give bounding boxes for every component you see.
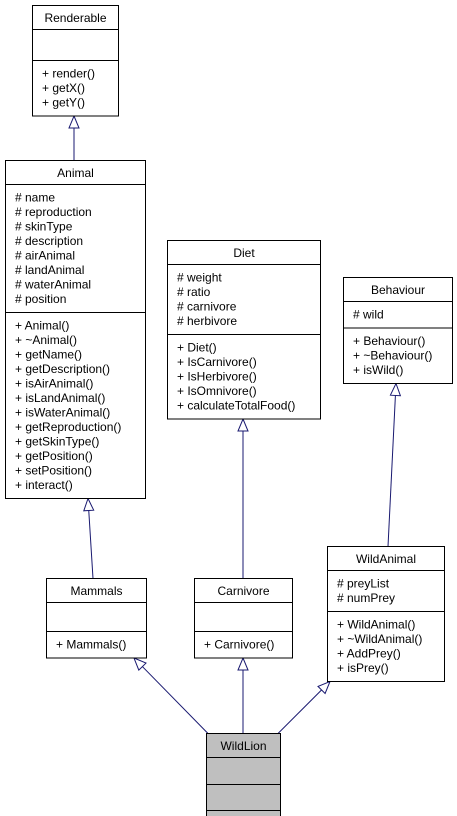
method-item: + Animal() (15, 319, 69, 333)
class-name: Carnivore (217, 584, 269, 598)
class-name: Behaviour (371, 283, 425, 297)
class-name: Renderable (44, 11, 106, 25)
method-item: + getSkinType() (15, 435, 99, 449)
method-item: + IsOmnivore() (177, 384, 257, 398)
class-wildanimal[interactable]: WildAnimal # preyList# numPrey + WildAnima… (327, 546, 445, 682)
inheritance-arrowhead (83, 497, 95, 512)
attribute-item: # weight (177, 271, 222, 285)
method-item: + getPosition() (15, 449, 93, 463)
inheritance-wildanimal-behaviour (387, 382, 402, 547)
inheritance-wildlion-wildanimal (277, 680, 331, 734)
inheritance-line (387, 395, 396, 547)
class-animal[interactable]: Animal# name# reproduction# skinType# de… (5, 160, 146, 499)
attribute-item: # position (15, 292, 66, 306)
method-item: + getName() (15, 348, 82, 362)
method-item: + interact() (15, 478, 73, 492)
attribute-item: # herbivore (177, 314, 237, 328)
attribute-item: # wild (353, 308, 384, 322)
class-box-mammals (46, 578, 147, 659)
inheritance-arrowhead (68, 114, 80, 129)
attribute-item: # ratio (177, 285, 211, 299)
method-item: + isWild() (353, 363, 403, 377)
attribute-item: # skinType (15, 220, 73, 234)
class-name: Mammals (70, 584, 122, 598)
method-item: + ~WildAnimal() (337, 632, 422, 646)
method-item: + ~Behaviour() (353, 349, 432, 363)
attribute-item: # waterAnimal (15, 278, 91, 292)
class-behaviour[interactable]: Behaviour # wild + Behaviour()+ ~Behaviour… (343, 277, 453, 384)
attribute-item: # carnivore (177, 300, 237, 314)
inheritance-edges (68, 114, 402, 734)
method-item: + setPosition() (15, 464, 92, 478)
method-item: + getX() (42, 81, 85, 95)
inheritance-line (277, 689, 322, 734)
attribute-item: # description (15, 234, 83, 248)
method-item: + getDescription() (15, 362, 110, 376)
method-item: + getY() (42, 96, 85, 110)
class-name: Diet (233, 246, 255, 260)
class-name: WildLion (220, 739, 266, 753)
inheritance-arrowhead (317, 680, 331, 695)
class-boxes: Renderable + render()+ getX()+ getY() Anim… (5, 5, 453, 816)
method-item: + getReproduction() (15, 420, 121, 434)
class-box-carnivore (194, 578, 293, 659)
method-item: + IsCarnivore() (177, 355, 257, 369)
method-item: + WildAnimal() (337, 618, 415, 632)
class-box-behaviour (343, 277, 453, 384)
attribute-item: # reproduction (15, 205, 92, 219)
method-item: + render() (42, 67, 95, 81)
class-box-wildlion (206, 733, 281, 816)
method-item: + Diet() (177, 341, 217, 355)
inheritance-arrowhead (389, 382, 402, 397)
inheritance-animal-renderable (68, 114, 80, 161)
inheritance-arrowhead (237, 656, 249, 671)
inheritance-carnivore-diet (237, 417, 249, 579)
inheritance-arrowhead (237, 417, 249, 432)
class-wildlion[interactable]: WildLion (206, 733, 281, 816)
class-diet[interactable]: Diet # weight# ratio# carnivore# herbivor… (167, 240, 321, 420)
method-item: + AddPrey() (337, 647, 401, 661)
attribute-item: # numPrey (337, 591, 395, 605)
method-item: + isLandAnimal() (15, 391, 105, 405)
class-name: Animal (57, 166, 94, 180)
attribute-item: # landAnimal (15, 263, 84, 277)
method-item: + IsHerbivore() (177, 370, 257, 384)
method-item: + ~Animal() (15, 333, 77, 347)
attribute-item: # name (15, 191, 55, 205)
class-name: WildAnimal (356, 552, 416, 566)
class-carnivore[interactable]: Carnivore + Carnivore() (194, 578, 293, 659)
inheritance-wildlion-mammals (133, 657, 209, 734)
attribute-item: # preyList (337, 577, 390, 591)
method-item: + isWaterAnimal() (15, 406, 110, 420)
class-box-animal (5, 160, 146, 499)
method-item: + Carnivore() (204, 638, 274, 652)
method-item: + Mammals() (56, 638, 126, 652)
method-item: + Behaviour() (353, 334, 425, 348)
attribute-item: # airAnimal (15, 249, 75, 263)
class-box-diet (167, 240, 321, 420)
inheritance-wildlion-carnivore (237, 656, 249, 734)
inheritance-line (142, 666, 209, 734)
method-item: + isAirAnimal() (15, 377, 93, 391)
inheritance-arrowhead (133, 657, 147, 671)
method-item: + calculateTotalFood() (177, 399, 295, 413)
class-mammals[interactable]: Mammals + Mammals() (46, 578, 147, 659)
inheritance-mammals-animal (83, 497, 95, 579)
class-box-wildanimal (327, 546, 445, 682)
class-renderable[interactable]: Renderable + render()+ getX()+ getY() (32, 5, 119, 117)
method-item: + isPrey() (337, 661, 389, 675)
inheritance-line (88, 510, 94, 579)
